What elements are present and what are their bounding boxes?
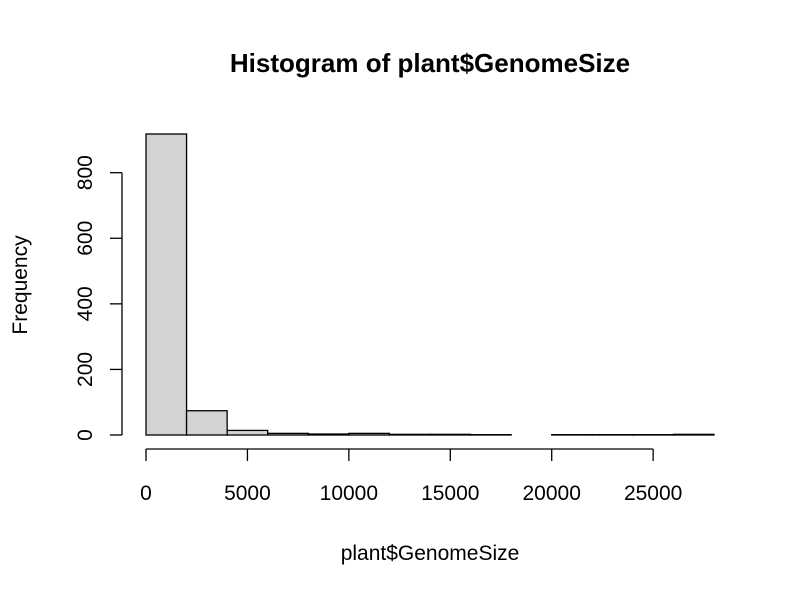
x-tick-label: 15000 xyxy=(421,482,479,505)
histogram-bar xyxy=(226,429,269,436)
y-tick-label: 0 xyxy=(74,429,97,441)
y-tick-label: 200 xyxy=(74,352,97,387)
histogram-bar xyxy=(267,432,309,436)
x-tick-label: 0 xyxy=(140,482,152,505)
x-axis: 0 5000 10000 15000 20000 25000 xyxy=(140,448,682,505)
histogram-bar xyxy=(388,433,431,436)
y-axis: 0 200 400 600 800 xyxy=(74,155,123,441)
histogram-bar xyxy=(429,433,472,436)
histogram-bar xyxy=(672,433,715,436)
x-tick-label: 10000 xyxy=(320,482,378,505)
y-tick-label: 400 xyxy=(74,286,97,321)
x-tick-label: 25000 xyxy=(624,482,682,505)
x-tick-label: 5000 xyxy=(224,482,271,505)
bars-group xyxy=(145,133,715,436)
y-axis-label: Frequency xyxy=(9,235,32,335)
histogram-bar xyxy=(348,432,391,436)
y-tick-label: 600 xyxy=(74,221,97,256)
x-axis-label: plant$GenomeSize xyxy=(341,542,520,565)
histogram-bar xyxy=(145,133,188,436)
histogram-bar xyxy=(307,433,350,436)
chart-title: Histogram of plant$GenomeSize xyxy=(230,48,630,78)
histogram-bar xyxy=(185,410,228,436)
y-tick-label: 800 xyxy=(74,155,97,190)
x-tick-label: 20000 xyxy=(523,482,581,505)
